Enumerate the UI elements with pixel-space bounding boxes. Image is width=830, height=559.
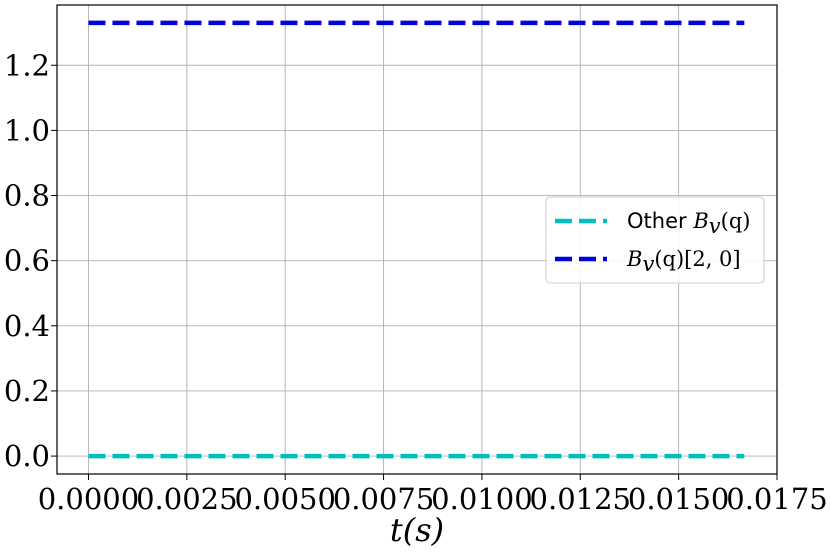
y-tick-label: 0.4	[4, 309, 50, 343]
legend-entry-1: Bv(q)[2, 0]	[626, 247, 741, 276]
legend: Other Bv(q) Bv(q)[2, 0]	[545, 196, 765, 284]
legend-box	[545, 196, 765, 284]
x-tick-label: 0.0175	[726, 482, 827, 516]
x-tick-label: 0.0125	[530, 482, 631, 516]
x-tick-label: 0.0000	[38, 482, 139, 516]
x-axis-label: t(s)	[390, 511, 444, 549]
ticks: 0.00000.00250.00500.00750.01000.01250.01…	[4, 48, 828, 516]
x-tick-label: 0.0100	[431, 482, 532, 516]
series-layer	[88, 20, 745, 459]
y-tick-label: 0.8	[4, 179, 50, 213]
y-tick-label: 1.0	[4, 113, 50, 147]
y-tick-label: 1.2	[4, 48, 50, 82]
y-tick-label: 0.2	[4, 374, 50, 408]
legend-entry-0: Other Bv(q)	[627, 209, 750, 238]
x-tick-label: 0.0075	[333, 482, 434, 516]
x-tick-label: 0.0025	[136, 482, 237, 516]
x-tick-label: 0.0150	[628, 482, 729, 516]
x-tick-label: 0.0050	[234, 482, 335, 516]
plot-frame	[56, 4, 778, 475]
y-tick-label: 0.6	[4, 244, 50, 278]
y-tick-label: 0.0	[4, 439, 50, 473]
